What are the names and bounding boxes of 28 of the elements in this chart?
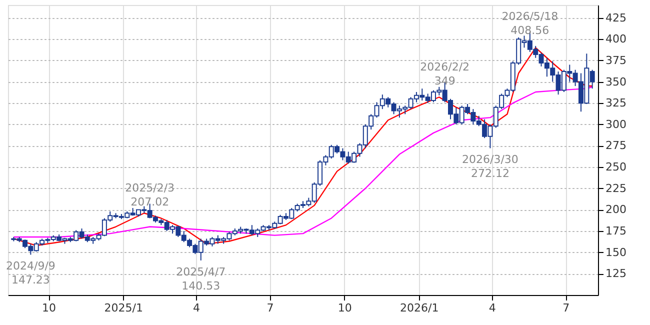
y-tick-label: 425	[606, 11, 626, 24]
x-tick-label: 10	[338, 302, 352, 314]
annotation: 2024/9/9 147.23	[6, 260, 56, 287]
y-tick-label: 300	[606, 118, 626, 131]
y-tick-label: 125	[606, 267, 626, 280]
annotation: 2026/3/30 272.12	[462, 153, 518, 180]
x-tick-label: 2026/1	[400, 302, 439, 314]
x-tick-label: 2025/1	[104, 302, 143, 314]
x-tick-label: 4	[488, 302, 496, 314]
y-tick-label: 150	[606, 246, 626, 259]
y-tick-label: 175	[606, 224, 626, 238]
annotation: 2025/4/7 140.53	[176, 265, 226, 292]
annotation: 2026/2/2 349	[420, 60, 470, 88]
y-tick-label: 275	[606, 139, 626, 152]
y-tick-label: 250	[606, 160, 626, 174]
x-tick-label: 10	[42, 302, 56, 314]
y-tick-label: 200	[606, 203, 626, 216]
x-tick-label: 7	[266, 302, 274, 314]
x-tick-label: 7	[562, 302, 570, 314]
annotation: 2025/2/3 207.02	[125, 182, 175, 209]
y-tick-label: 375	[606, 54, 626, 67]
y-tick-label: 225	[606, 182, 626, 195]
x-tick-label: 4	[193, 302, 200, 314]
y-tick-label: 325	[606, 96, 626, 110]
y-tick-label: 400	[606, 32, 626, 46]
y-tick-label: 350	[606, 75, 626, 88]
line-series	[13, 47, 593, 246]
annotation: 2026/5/18 408.56	[502, 10, 558, 37]
